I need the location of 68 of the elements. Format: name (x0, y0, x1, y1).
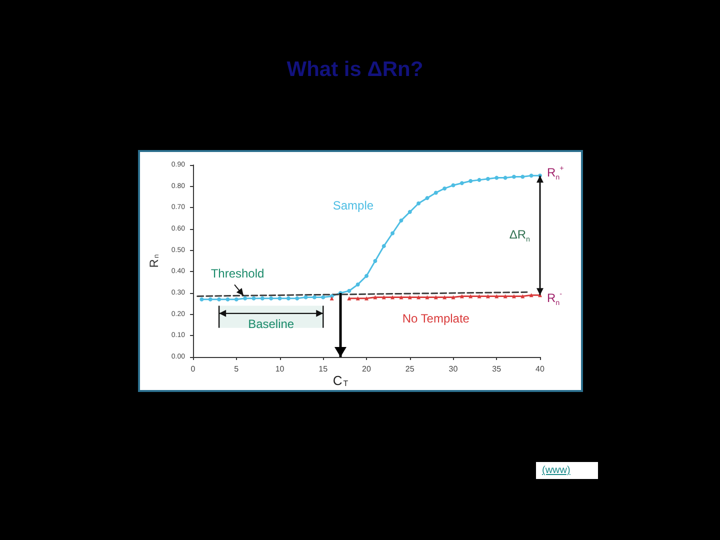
point (486, 176, 490, 181)
x-tick-label: 25 (405, 364, 415, 374)
point (503, 176, 508, 180)
point (295, 296, 300, 300)
point (494, 176, 499, 180)
point (226, 297, 230, 302)
point (364, 274, 369, 278)
annotation: ΔR$_{n}$ (509, 228, 530, 244)
point (477, 178, 482, 182)
point (442, 295, 447, 300)
point (286, 296, 290, 300)
point (243, 296, 248, 300)
point (408, 210, 412, 214)
point (208, 297, 212, 302)
point (451, 183, 456, 188)
point (451, 295, 456, 300)
series-label: No Template (402, 311, 470, 326)
x-tick-label: 0 (190, 364, 196, 374)
point (347, 296, 352, 300)
point (468, 179, 473, 183)
point (347, 288, 352, 293)
point (425, 196, 430, 200)
point (512, 294, 516, 298)
point (408, 295, 412, 300)
point (269, 296, 274, 300)
point (278, 296, 282, 300)
point (399, 295, 404, 300)
x-tick-label: 40 (536, 364, 545, 374)
point (382, 295, 386, 300)
point (399, 218, 404, 222)
x-tick-label: 10 (275, 364, 285, 374)
point (373, 259, 378, 263)
point (260, 296, 264, 300)
point (434, 295, 438, 300)
x-tick-label: 5 (234, 364, 240, 374)
point (373, 295, 378, 300)
x-tick-label: 15 (318, 364, 328, 374)
point (321, 295, 326, 300)
point (416, 295, 421, 300)
x-tick-label: 35 (492, 364, 502, 374)
point (234, 297, 238, 302)
point (442, 186, 447, 190)
point (312, 295, 316, 300)
point (390, 231, 395, 236)
point (512, 174, 516, 179)
x-tick-label: 20 (362, 364, 372, 374)
point (356, 282, 360, 286)
chart-title: What is ΔRn? (286, 58, 424, 82)
point (382, 244, 386, 248)
annotation: Threshold (210, 266, 264, 281)
point (252, 296, 256, 300)
point (425, 295, 430, 300)
point (217, 297, 222, 302)
point (416, 201, 421, 206)
band-label: Baseline (248, 316, 294, 331)
text: Sample (332, 198, 374, 212)
point (364, 296, 369, 300)
point (460, 181, 464, 186)
point (356, 296, 360, 300)
point (304, 295, 308, 300)
point (477, 294, 482, 298)
point (520, 174, 525, 179)
point (200, 297, 204, 302)
point (529, 174, 534, 178)
text: (www) (536, 462, 598, 479)
x-tick-label: 30 (448, 364, 458, 374)
point (390, 295, 395, 300)
point (434, 190, 438, 195)
